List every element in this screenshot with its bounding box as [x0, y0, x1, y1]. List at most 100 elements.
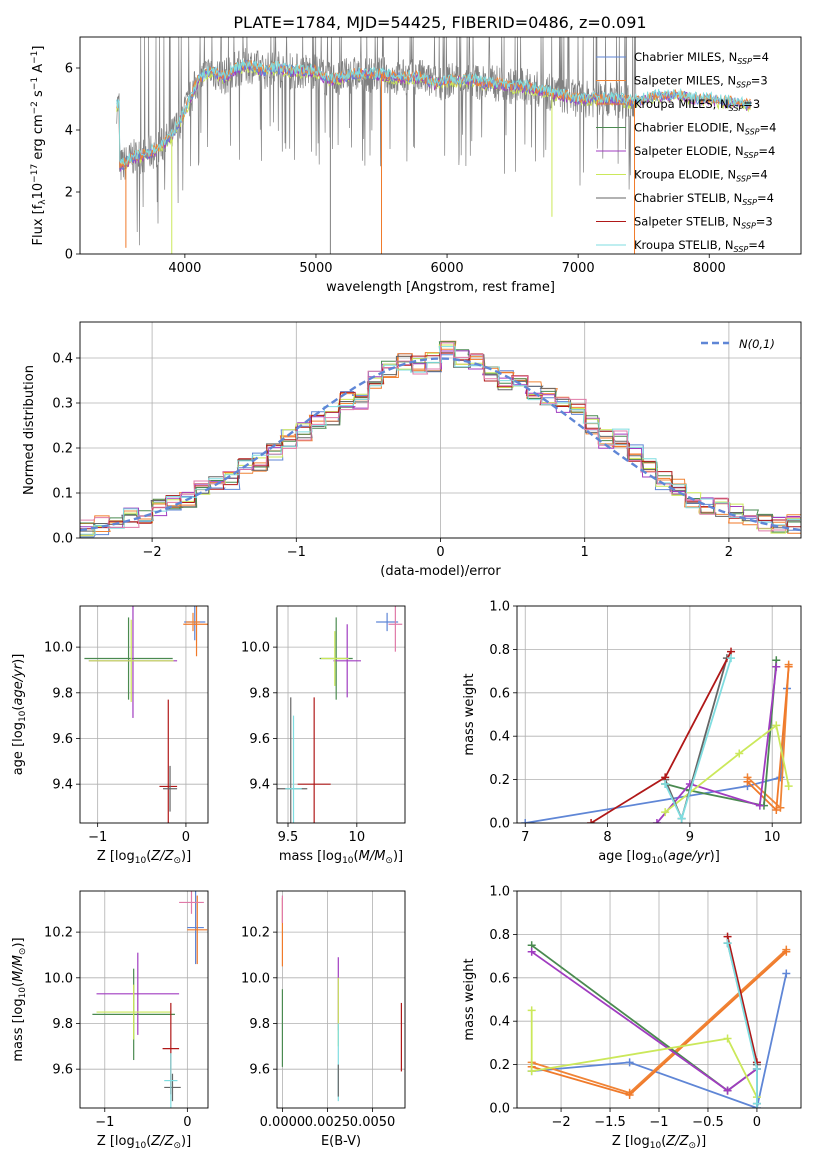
weight-point-marker	[521, 819, 530, 823]
y-axis-label: mass weight	[462, 673, 477, 755]
legend-sub: SSP	[737, 57, 752, 66]
legend-text: Salpeter STELIB, N	[634, 215, 741, 229]
x-tick-label: 8	[603, 830, 611, 845]
label-part: Z [log	[612, 1134, 650, 1149]
label-part: (	[661, 1134, 666, 1149]
weight-point-marker	[772, 662, 781, 671]
weight-point-marker	[677, 814, 686, 823]
label-part: )]	[393, 849, 403, 864]
plot-area	[92, 891, 208, 1108]
histogram-step	[80, 352, 801, 530]
x-tick-label: 1	[581, 545, 589, 560]
weight-point-marker	[625, 1090, 634, 1099]
x-axis-label: Z [log10(Z/Z⊙)]	[612, 1134, 706, 1151]
x-tick-label: 2	[725, 545, 733, 560]
weight-point-marker	[772, 721, 781, 730]
y-tick-label: 10.2	[241, 926, 270, 941]
y-tick-label: 1.0	[489, 600, 510, 615]
legend-tail: =4	[760, 121, 777, 135]
y-tick-label: 9.6	[52, 732, 73, 747]
y-tick-label: 1.0	[489, 885, 510, 900]
legend-entry: Salpeter ELODIE, NSSP=4	[634, 144, 775, 160]
label-part: )]	[11, 654, 26, 664]
label-part: age [log	[11, 722, 26, 775]
mass-vs-ebv-panel: 0.0000 0.0025 0.0050 9.6 9.8 10.0 10.2 E(B-V)	[241, 890, 406, 1149]
weight-series-line	[726, 936, 758, 1063]
weight-point-marker	[723, 1086, 732, 1095]
x-tick-label: −1	[95, 1115, 114, 1130]
residual-histogram-panel: −2 −1 0 1 2 0.0 0.1 0.2 0.3 0.4 N(0,1) (data-model)…	[22, 321, 802, 579]
label-part: age [log	[598, 849, 651, 864]
weight-point-marker	[587, 819, 596, 823]
x-tick-label: 7	[521, 830, 529, 845]
plot-area	[527, 932, 791, 1108]
legend-text: Salpeter ELODIE, N	[634, 144, 744, 158]
label-part: mass [log	[11, 998, 26, 1061]
plot-area	[521, 647, 793, 823]
label-part: age/yr	[11, 662, 26, 705]
legend-sub: SSP	[736, 175, 751, 184]
label-part: M/M	[11, 955, 26, 982]
x-tick-label: −2	[143, 545, 162, 560]
label-part: ⊙	[688, 1141, 696, 1151]
weight-point-marker	[527, 1006, 536, 1015]
label-part: (data-model)/error	[380, 564, 501, 579]
label-part: (	[146, 849, 151, 864]
x-axis-label: (data-model)/error	[380, 564, 501, 579]
y-tick-label: 0.8	[489, 643, 510, 658]
label-part: 10	[135, 1141, 147, 1151]
legend-sub: SSP	[736, 81, 751, 90]
spectrum-panel: 4000 5000 6000 7000 8000 0 2 4 6 Chabrier MILES, …	[30, 36, 802, 295]
legend-tail: =4	[758, 144, 775, 158]
weight-point-marker	[527, 947, 536, 956]
weight-series-line	[664, 660, 778, 807]
legend-text: Chabrier ELODIE, N	[634, 121, 745, 135]
label-part: Z/Z	[665, 1134, 689, 1149]
weight-point-marker	[782, 947, 791, 956]
weight-point-marker	[727, 654, 736, 663]
x-tick-label: 5000	[299, 261, 332, 276]
label-part: mass weight	[462, 958, 477, 1040]
legend-sub: SSP	[744, 151, 759, 160]
plot-area	[277, 606, 403, 823]
y-tick-label: 10.0	[241, 641, 270, 656]
label-part: λ	[38, 199, 48, 205]
label-part: )]	[710, 849, 720, 864]
y-tick-label: 9.8	[52, 1017, 73, 1032]
legend-tail: =4	[748, 238, 765, 252]
x-axis-label: mass [log10(M/M⊙)]	[279, 849, 403, 866]
weight-point-marker	[625, 1058, 634, 1067]
label-part: −17	[30, 164, 40, 183]
x-tick-label: −1.5	[594, 1115, 626, 1130]
x-tick-label: −1	[649, 1115, 668, 1130]
legend-entry: Kroupa STELIB, NSSP=4	[634, 238, 765, 254]
x-axis-label: age [log10(age/yr)]	[598, 849, 720, 866]
x-tick-label: −0.5	[692, 1115, 724, 1130]
plot-area	[281, 895, 402, 1102]
weight-vs-metallicity-panel: −2 −1.5 −1 −0.5 0 0.0 0.2 0.4 0.6 0.8 1.0 Z [log10(…	[462, 885, 802, 1151]
y-tick-label: 9.8	[249, 686, 270, 701]
weight-point-marker	[784, 662, 793, 671]
label-part: E(B-V)	[321, 1134, 361, 1149]
label-part: )]	[11, 937, 26, 947]
figure-title: PLATE=1784, MJD=54425, FIBERID=0486, z=0…	[233, 13, 646, 32]
x-tick-label: 0	[436, 545, 444, 560]
y-tick-label: 0.2	[52, 442, 73, 457]
label-part: 10	[342, 856, 354, 866]
x-tick-label: −1	[287, 545, 306, 560]
x-axis-label: Z [log10(Z/Z⊙)]	[97, 1134, 191, 1151]
axes-frame	[276, 605, 406, 824]
x-tick-label: 0	[183, 1115, 191, 1130]
legend-sub: SSP	[745, 128, 760, 137]
weight-point-marker	[776, 773, 785, 782]
x-tick-label: 9	[686, 830, 694, 845]
x-tick-label: 10	[764, 830, 781, 845]
legend-entry: Salpeter STELIB, NSSP=3	[634, 215, 773, 231]
label-part: 10	[650, 1141, 662, 1151]
label-part: 10	[135, 856, 147, 866]
y-tick-label: 0.1	[52, 487, 73, 502]
x-tick-label: −1	[88, 830, 107, 845]
legend-tail: =4	[751, 168, 768, 182]
label-part: ⊙	[173, 856, 181, 866]
